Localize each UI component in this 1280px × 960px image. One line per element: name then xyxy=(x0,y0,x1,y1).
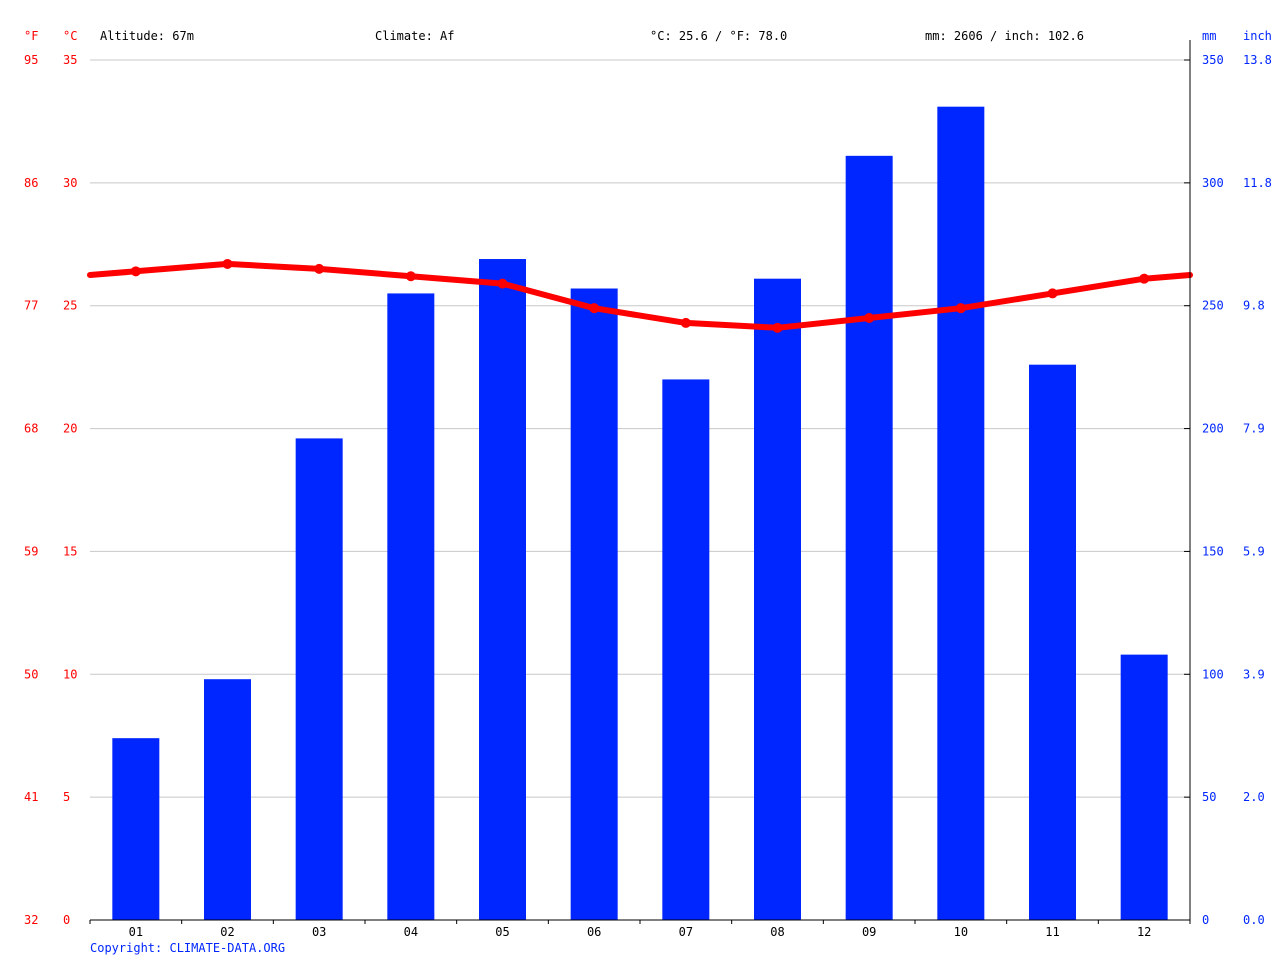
inch-unit-label: inch xyxy=(1243,29,1272,43)
precipitation-bar xyxy=(570,288,618,920)
axes xyxy=(89,40,1191,924)
temperature-line-path xyxy=(87,260,1193,331)
inch-tick-label: 5.9 xyxy=(1243,544,1265,558)
precipitation-bar xyxy=(112,738,160,920)
month-label: 06 xyxy=(587,925,601,939)
month-label: 04 xyxy=(404,925,418,939)
temperature-point xyxy=(130,266,141,277)
climate-label: Climate: Af xyxy=(375,29,454,43)
month-label: 07 xyxy=(679,925,693,939)
temperature-point xyxy=(680,317,691,328)
temperature-point xyxy=(589,303,600,314)
fahrenheit-tick-label: 68 xyxy=(24,422,38,436)
month-label: 01 xyxy=(129,925,143,939)
inch-tick-label: 11.8 xyxy=(1243,176,1272,190)
month-label: 05 xyxy=(495,925,509,939)
month-label: 08 xyxy=(770,925,784,939)
altitude-label: Altitude: 67m xyxy=(100,29,194,43)
celsius-tick-label: 25 xyxy=(63,299,77,313)
precipitation-bar xyxy=(204,679,251,920)
precipitation-bar xyxy=(937,106,985,920)
mm-tick-label: 0 xyxy=(1202,913,1209,927)
celsius-tick-label: 15 xyxy=(63,544,77,558)
precipitation-bars xyxy=(112,106,1168,921)
fahrenheit-tick-label: 41 xyxy=(24,790,38,804)
month-label: 09 xyxy=(862,925,876,939)
temperature-point xyxy=(864,313,875,323)
temperature-point xyxy=(772,322,783,333)
precipitation-bar xyxy=(479,259,526,920)
precipitation-bar xyxy=(387,293,435,920)
month-label: 02 xyxy=(220,925,234,939)
fahrenheit-tick-label: 77 xyxy=(24,299,38,313)
temperature-point xyxy=(314,263,325,274)
mm-tick-label: 200 xyxy=(1202,422,1224,436)
mm-tick-label: 50 xyxy=(1202,790,1216,804)
temperature-point xyxy=(955,303,966,314)
precipitation-bar xyxy=(1029,364,1076,921)
month-label: 12 xyxy=(1137,925,1151,939)
mm-tick-label: 350 xyxy=(1202,53,1224,67)
celsius-tick-label: 0 xyxy=(63,913,70,927)
celsius-tick-label: 20 xyxy=(63,422,77,436)
precipitation-bar xyxy=(295,438,343,920)
gridlines xyxy=(90,59,1190,798)
celsius-unit-label: °C xyxy=(63,29,77,43)
fahrenheit-tick-label: 86 xyxy=(24,176,38,190)
month-label: 11 xyxy=(1045,925,1059,939)
mm-tick-label: 300 xyxy=(1202,176,1224,190)
celsius-tick-label: 30 xyxy=(63,176,77,190)
celsius-tick-label: 5 xyxy=(63,790,70,804)
temperature-average-label: °C: 25.6 / °F: 78.0 xyxy=(650,29,787,43)
precipitation-total-label: mm: 2606 / inch: 102.6 xyxy=(925,29,1084,43)
temperature-point xyxy=(1139,273,1150,284)
inch-tick-label: 9.8 xyxy=(1243,299,1265,313)
precipitation-bar xyxy=(1120,654,1168,920)
fahrenheit-tick-label: 59 xyxy=(24,544,38,558)
temperature-point xyxy=(1047,288,1058,299)
inch-tick-label: 3.9 xyxy=(1243,667,1265,681)
month-label: 10 xyxy=(954,925,968,939)
celsius-tick-label: 35 xyxy=(63,53,77,67)
temperature-point xyxy=(497,278,508,289)
fahrenheit-tick-label: 50 xyxy=(24,667,38,681)
precipitation-bar xyxy=(845,155,893,921)
precipitation-bar xyxy=(662,379,710,920)
temperature-line xyxy=(87,258,1193,333)
precipitation-bar xyxy=(754,278,801,921)
mm-unit-label: mm xyxy=(1202,29,1216,43)
mm-tick-label: 150 xyxy=(1202,544,1224,558)
fahrenheit-unit-label: °F xyxy=(24,29,38,43)
inch-tick-label: 2.0 xyxy=(1243,790,1265,804)
temperature-point xyxy=(222,258,233,269)
celsius-tick-label: 10 xyxy=(63,667,77,681)
inch-tick-label: 7.9 xyxy=(1243,422,1265,436)
mm-tick-label: 250 xyxy=(1202,299,1224,313)
mm-tick-label: 100 xyxy=(1202,667,1224,681)
fahrenheit-tick-label: 95 xyxy=(24,53,38,67)
copyright-label: Copyright: CLIMATE-DATA.ORG xyxy=(90,941,285,955)
tick-labels: 32 0 0 0.0 41 5 50 2.0 50 10 100 3.9 59 15 150 5.9 68 20 2… xyxy=(24,53,1272,939)
month-label: 03 xyxy=(312,925,326,939)
fahrenheit-tick-label: 32 xyxy=(24,913,38,927)
inch-tick-label: 13.8 xyxy=(1243,53,1272,67)
temperature-point xyxy=(405,271,416,282)
inch-tick-label: 0.0 xyxy=(1243,913,1265,927)
